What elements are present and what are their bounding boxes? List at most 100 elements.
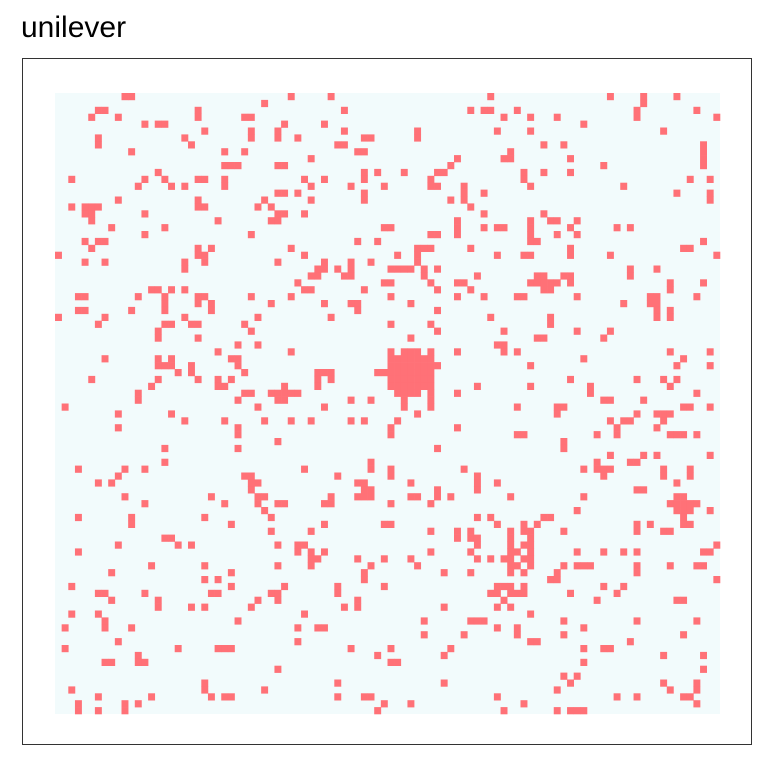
heatmap-cell — [686, 693, 694, 701]
heatmap-cell — [560, 141, 568, 149]
heatmap-cell — [201, 293, 209, 301]
heatmap-cell — [294, 541, 302, 549]
heatmap-cell — [686, 244, 694, 252]
heatmap-cell — [700, 562, 707, 570]
heatmap-cell — [94, 589, 102, 597]
heatmap-cell — [267, 300, 275, 308]
heatmap-cell — [214, 589, 222, 597]
heatmap-cell — [274, 258, 282, 266]
heatmap-cell — [261, 686, 269, 694]
heatmap-cell — [387, 355, 395, 363]
heatmap-cell — [94, 610, 102, 618]
heatmap-cell — [274, 541, 282, 549]
heatmap-cell — [247, 603, 255, 611]
heatmap-cell — [573, 293, 581, 301]
heatmap-cell — [507, 582, 515, 591]
heatmap-cell — [294, 134, 302, 142]
heatmap-cell — [480, 617, 488, 625]
heatmap-cell — [560, 672, 568, 680]
heatmap-cell — [134, 182, 142, 190]
heatmap-cell — [547, 513, 555, 522]
heatmap-cell — [414, 127, 422, 135]
heatmap-cell — [427, 320, 435, 328]
heatmap-cell — [626, 458, 634, 466]
heatmap-cell — [74, 513, 82, 522]
heatmap-cell — [214, 382, 222, 390]
heatmap-cell — [700, 548, 707, 556]
heatmap-cell — [427, 375, 435, 384]
heatmap-cell — [188, 141, 195, 149]
heatmap-cell — [434, 327, 441, 335]
heatmap-cell — [567, 244, 574, 252]
heatmap-cell — [227, 375, 235, 384]
heatmap-cell — [394, 251, 402, 259]
heatmap-cell — [693, 562, 701, 570]
heatmap-cell — [154, 120, 162, 128]
heatmap-cell — [420, 362, 428, 370]
heatmap-cell — [287, 417, 295, 425]
heatmap-cell — [560, 527, 568, 535]
heatmap-cell — [201, 127, 209, 135]
heatmap-cell — [580, 645, 588, 653]
heatmap-cell — [467, 534, 475, 542]
heatmap-cell — [520, 168, 528, 177]
heatmap-cell — [247, 293, 255, 301]
heatmap-cell — [500, 582, 508, 591]
heatmap-cell — [527, 562, 535, 570]
heatmap-cell — [680, 520, 688, 528]
heatmap-cell — [606, 327, 614, 335]
heatmap-cell — [527, 217, 535, 225]
heatmap-cell — [700, 279, 707, 287]
heatmap-cell — [414, 369, 422, 377]
heatmap-cell — [281, 210, 289, 218]
heatmap-cell — [507, 493, 515, 501]
heatmap-cell — [520, 569, 528, 577]
heatmap-cell — [114, 541, 122, 549]
heatmap-cell — [234, 617, 242, 625]
heatmap-cell — [227, 645, 235, 653]
heatmap-cell — [613, 431, 621, 439]
heatmap-cell — [214, 576, 222, 584]
heatmap-cell — [427, 382, 435, 390]
heatmap-cell — [427, 500, 435, 508]
heatmap-cell — [660, 417, 668, 425]
heatmap-cell — [161, 300, 169, 308]
heatmap-cell — [547, 217, 555, 225]
heatmap-cell — [108, 658, 116, 666]
heatmap-cell — [161, 224, 169, 232]
heatmap-cell — [307, 182, 315, 190]
heatmap-cell — [420, 272, 428, 280]
heatmap-cell — [374, 707, 382, 715]
heatmap-cell — [706, 451, 714, 459]
heatmap-cell — [194, 244, 202, 252]
heatmap-cell — [606, 645, 614, 653]
heatmap-cell — [181, 134, 189, 142]
heatmap-cell — [567, 251, 574, 259]
heatmap-cell — [227, 520, 235, 528]
heatmap-cell — [560, 438, 568, 446]
heatmap-cell — [181, 265, 189, 273]
heatmap-cell — [460, 196, 468, 204]
heatmap-cell — [407, 362, 415, 370]
heatmap-cell — [128, 93, 136, 101]
heatmap-cell — [94, 320, 102, 328]
heatmap-cell — [261, 507, 269, 515]
heatmap-cell — [640, 486, 648, 494]
heatmap-cell — [713, 576, 721, 584]
heatmap-cell — [387, 424, 395, 432]
heatmap-cell — [201, 562, 209, 570]
heatmap-cell — [387, 465, 395, 473]
heatmap-cell — [434, 486, 441, 494]
heatmap-cell — [274, 596, 282, 604]
heatmap-cell — [666, 410, 674, 418]
heatmap-cell — [680, 513, 688, 522]
heatmap-cell — [473, 272, 481, 280]
heatmap-cell — [520, 541, 528, 549]
heatmap-cell — [400, 348, 408, 356]
heatmap-cell — [680, 631, 688, 639]
heatmap-cell — [360, 134, 368, 142]
heatmap-cell — [434, 168, 441, 177]
heatmap-cell — [626, 224, 634, 232]
heatmap-cell — [194, 113, 202, 121]
heatmap-cell — [394, 417, 402, 425]
